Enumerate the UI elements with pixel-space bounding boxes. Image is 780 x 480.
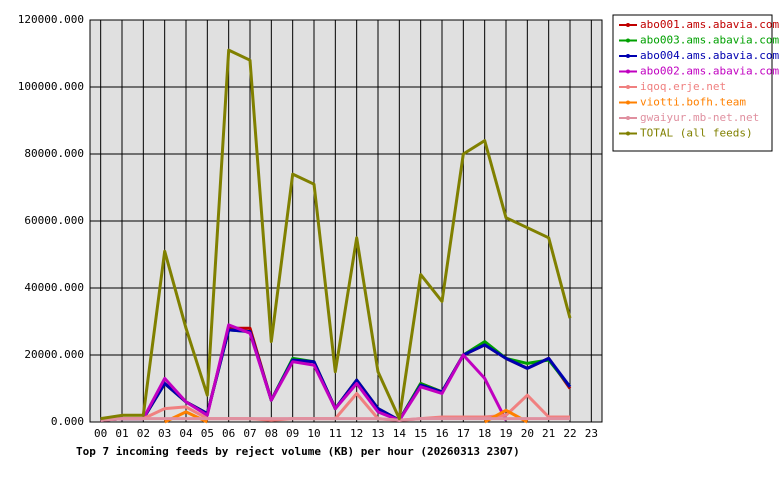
y-tick-label: 60000.000 (24, 214, 84, 227)
x-tick-label: 19 (499, 427, 512, 440)
x-tick-label: 08 (265, 427, 278, 440)
legend-label: TOTAL (all feeds) (640, 127, 753, 140)
legend-marker (626, 54, 630, 58)
x-tick-label: 22 (563, 427, 576, 440)
x-tick-label: 18 (478, 427, 491, 440)
legend-marker (626, 100, 630, 105)
x-tick-label: 04 (179, 427, 193, 440)
legend-marker (626, 116, 630, 120)
y-tick-label: 40000.000 (24, 281, 84, 294)
series-line (100, 323, 508, 422)
y-tick-label: 100000.000 (18, 80, 84, 93)
x-tick-label: 23 (585, 427, 598, 440)
x-tick-label: 13 (371, 427, 384, 440)
x-tick-label: 21 (542, 427, 555, 440)
x-tick-label: 20 (521, 427, 534, 440)
legend-marker (626, 23, 630, 27)
series-line (100, 48, 572, 421)
x-tick-label: 15 (414, 427, 427, 440)
x-tick-label: 06 (222, 427, 235, 440)
chart-title: Top 7 incoming feeds by reject volume (K… (76, 445, 520, 458)
x-tick-label: 12 (350, 427, 363, 440)
x-tick-label: 00 (94, 427, 107, 440)
legend-label: viotti.bofh.team (640, 96, 746, 109)
legend-marker (626, 85, 630, 89)
legend-marker (626, 69, 630, 74)
x-tick-label: 02 (137, 427, 150, 440)
x-tick-label: 03 (158, 427, 171, 440)
y-tick-label: 120000.000 (18, 13, 84, 26)
x-tick-label: 07 (243, 427, 256, 440)
y-tick-label: 80000.000 (24, 147, 84, 160)
x-tick-label: 09 (286, 427, 299, 440)
legend-marker (626, 38, 630, 43)
plot-border (89, 19, 603, 423)
y-tick-label: 20000.000 (24, 348, 84, 361)
x-tick-label: 14 (393, 427, 407, 440)
legend-label: gwaiyur.mb-net.net (640, 111, 759, 124)
legend-label: abo002.ams.abavia.com (640, 65, 779, 78)
legend-label: iqoq.erje.net (640, 80, 726, 93)
x-tick-label: 10 (307, 427, 320, 440)
legend-box (612, 14, 773, 152)
x-tick-label: 11 (329, 427, 342, 440)
x-tick-label: 05 (201, 427, 214, 440)
legend-label: abo004.ams.abavia.com (640, 49, 779, 62)
legend-marker (626, 131, 630, 136)
x-tick-label: 16 (435, 427, 448, 440)
y-tick-label: 0.000 (51, 415, 84, 428)
legend-label: abo001.ams.abavia.com (640, 18, 779, 31)
series-line (100, 417, 570, 422)
x-tick-label: 01 (115, 427, 128, 440)
legend-label: abo003.ams.abavia.com (640, 34, 779, 47)
x-tick-label: 17 (457, 427, 470, 440)
